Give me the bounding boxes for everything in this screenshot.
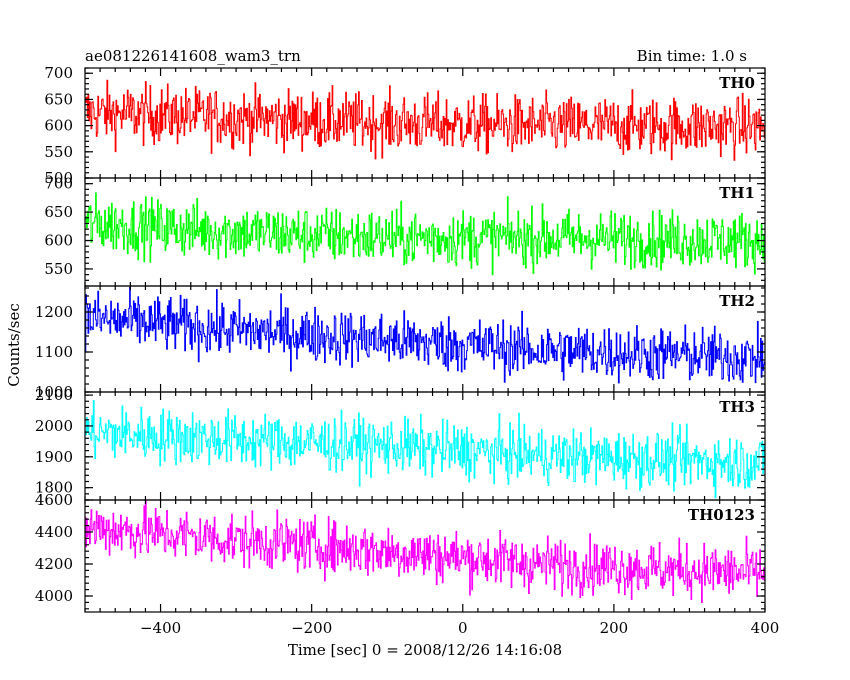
series-line-th2 (85, 287, 765, 384)
y-tick-label: 1100 (35, 343, 73, 361)
y-tick-label: 1900 (35, 448, 73, 466)
series-line-th0 (85, 79, 765, 161)
panel-th2: 1000 1100 1200 TH2 (35, 285, 766, 401)
series-line-th1 (85, 192, 765, 276)
series-line-th3 (85, 400, 765, 499)
x-tick-label: 0 (458, 619, 468, 637)
series-line-th0123 (85, 500, 765, 603)
y-tick-label: 1800 (35, 479, 73, 497)
y-tick-label: 1000 (35, 383, 73, 401)
y-tick-label: 600 (44, 232, 73, 250)
x-axis: −400 −200 0 200 400 (140, 619, 779, 637)
y-tick-label: 600 (44, 117, 73, 135)
y-tick-label: 700 (44, 175, 73, 193)
y-axis-label: Counts/sec (5, 303, 23, 387)
y-tick-label: 4400 (35, 523, 73, 541)
y-tick-label: 650 (44, 90, 73, 108)
panel-label: TH2 (719, 292, 755, 310)
y-tick-label: 550 (44, 143, 73, 161)
panels-group: 500 550 600 650 700 TH0 550 600 650 700 TH1 1000 110… (35, 64, 766, 613)
panel-label: TH0123 (688, 506, 755, 524)
x-tick-label: −200 (291, 619, 332, 637)
panel-th3: 1800 1900 2000 2100 TH3 (35, 386, 766, 501)
x-tick-label: 200 (600, 619, 629, 637)
x-tick-label: 400 (751, 619, 780, 637)
chart-title-left: ae081226141608_wam3_trn (85, 47, 301, 65)
x-tick-label: −400 (140, 619, 181, 637)
x-axis-label: Time [sec] 0 = 2008/12/26 14:16:08 (288, 641, 562, 659)
panel-th0: 500 550 600 650 700 TH0 (44, 64, 766, 187)
y-tick-label: 500 (44, 169, 73, 187)
y-tick-label: 550 (44, 260, 73, 278)
y-tick-label: 2000 (35, 417, 73, 435)
panel-th1: 550 600 650 700 TH1 (44, 175, 766, 287)
y-tick-label: 1200 (35, 303, 73, 321)
panel-label: TH3 (719, 398, 755, 416)
y-tick-label: 700 (44, 64, 73, 82)
y-tick-label: 4200 (35, 555, 73, 573)
panel-th0123: 4000 4200 4400 4600 TH0123 (35, 491, 766, 613)
y-tick-label: 650 (44, 203, 73, 221)
panel-label: TH1 (719, 184, 755, 202)
y-tick-label: 4600 (35, 491, 73, 509)
y-tick-label: 4000 (35, 587, 73, 605)
panel-frame (84, 391, 766, 501)
panel-frame (84, 499, 766, 613)
chart-title-right: Bin time: 1.0 s (637, 47, 747, 65)
y-tick-label: 2100 (35, 386, 73, 404)
panel-label: TH0 (719, 74, 755, 92)
